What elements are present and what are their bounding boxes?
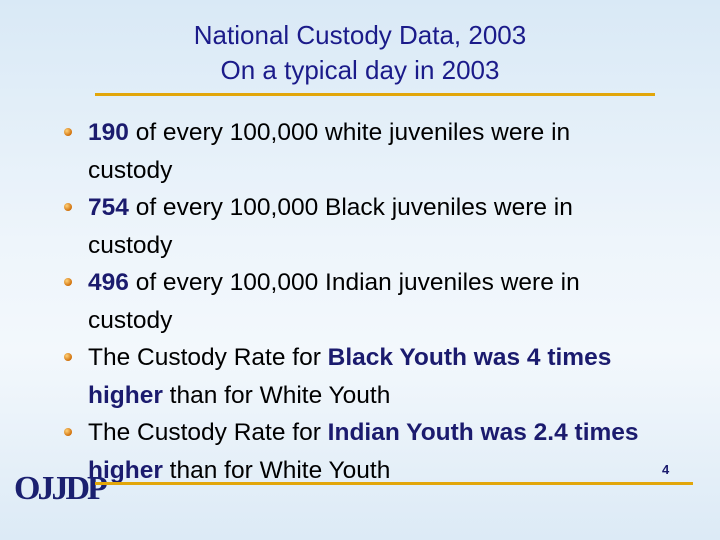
bullet-item: 496 of every 100,000 Indian juveniles we…: [64, 264, 658, 339]
bullet-text: Indian Youth was 2.4 times higher: [88, 419, 639, 484]
bullet-item: 190 of every 100,000 white juveniles wer…: [64, 114, 658, 189]
bullet-text: of every 100,000 white juveniles were in…: [88, 119, 571, 184]
page-number: 4: [662, 462, 670, 477]
bullet-text: than for White Youth: [162, 381, 391, 409]
bullet-text: 496: [88, 269, 129, 296]
bullet-dot: [64, 128, 72, 136]
bullet-dot: [64, 428, 72, 436]
bullet-text: The Custody Rate for: [88, 419, 328, 446]
bullet-text: Black Youth was 4 times higher: [88, 344, 612, 409]
bullet-text: than for White Youth: [162, 456, 391, 484]
title-rule: [95, 93, 655, 96]
bullet-dot: [64, 353, 72, 361]
logo: OJJDP: [14, 470, 108, 507]
bullet-text: of every 100,000 Indian juveniles were i…: [88, 269, 580, 334]
bullet-text: 190: [88, 119, 129, 146]
bullet-text: of every 100,000 Black juveniles were in…: [88, 194, 573, 259]
bullet-text: The Custody Rate for: [88, 344, 328, 371]
bullet-item: The Custody Rate for Indian Youth was 2.…: [64, 414, 658, 489]
bullet-item: 754 of every 100,000 Black juveniles wer…: [64, 189, 658, 264]
bullet-list: 190 of every 100,000 white juveniles wer…: [64, 114, 658, 489]
footer-rule: [95, 482, 693, 485]
title-line: On a typical day in 2003: [220, 55, 500, 85]
title-line: National Custody Data, 2003: [193, 20, 527, 50]
bullet-item: The Custody Rate for Black Youth was 4 t…: [64, 339, 658, 414]
bullet-dot: [64, 278, 72, 286]
bullet-dot: [64, 203, 72, 211]
bullet-text: 754: [88, 194, 129, 221]
